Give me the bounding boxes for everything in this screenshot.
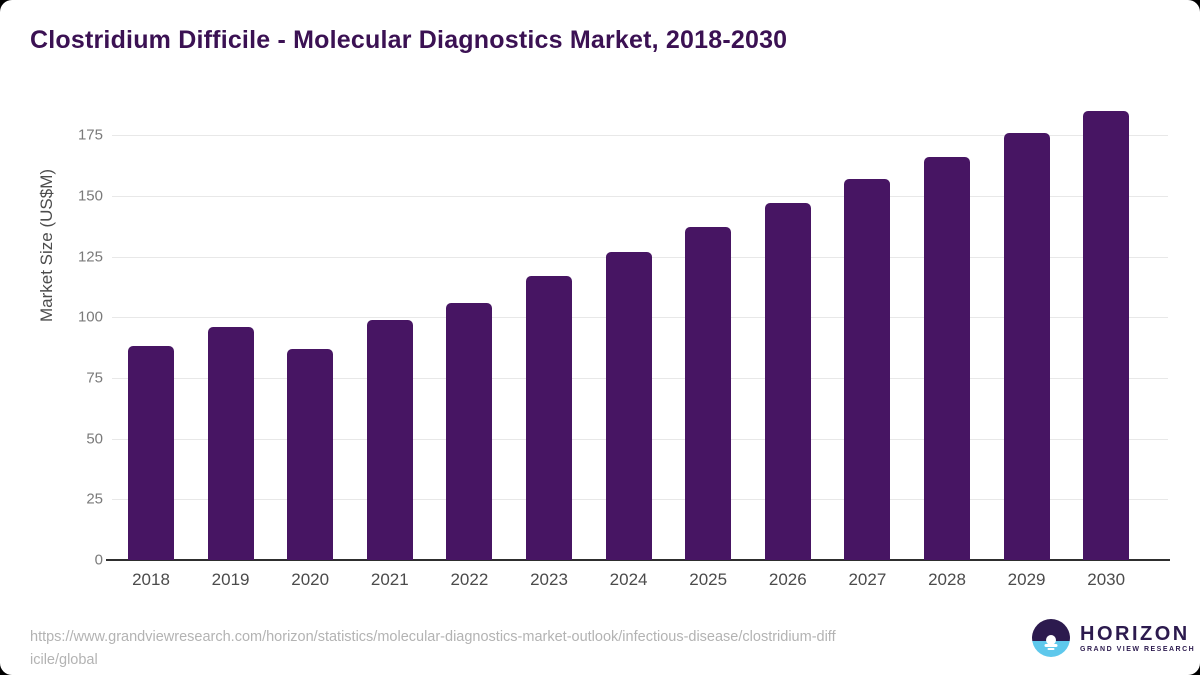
bar-2028: [924, 156, 970, 560]
logo-reflection-line: [1044, 644, 1058, 647]
source-url-line2: icile/global: [30, 652, 98, 668]
y-tick-label-50: 50: [86, 430, 103, 448]
y-tick-label-25: 25: [86, 490, 103, 508]
logo-sky-shape: [1032, 619, 1070, 642]
bar-2022: [446, 302, 493, 560]
y-tick-label-100: 100: [77, 308, 103, 326]
bar-2030: [1083, 110, 1130, 560]
gridline-150: [112, 195, 1168, 197]
x-tick-label-2023: 2023: [530, 570, 568, 589]
x-tick-label-2030: 2030: [1087, 570, 1126, 589]
x-axis-line: [106, 559, 1170, 561]
bar-2020: [287, 348, 334, 560]
bar-2027: [844, 178, 891, 560]
gridline-175: [112, 135, 1168, 137]
bar-2029: [1003, 132, 1050, 560]
horizon-logo: HORIZON GRAND VIEW RESEARCH: [1032, 619, 1195, 657]
x-tick-label-2029: 2029: [1007, 570, 1046, 589]
horizon-logo-icon: [1032, 619, 1070, 657]
x-tick-label-2025: 2025: [689, 570, 728, 589]
source-url: https://www.grandviewresearch.com/horizo…: [30, 626, 836, 672]
x-tick-label-2024: 2024: [609, 570, 648, 589]
x-tick-label-2028: 2028: [928, 570, 966, 589]
x-tick-label-2022: 2022: [450, 570, 489, 589]
y-tick-label-150: 150: [77, 187, 103, 205]
x-tick-label-2020: 2020: [291, 570, 330, 589]
x-tick-label-2019: 2019: [211, 570, 250, 589]
bar-2025: [685, 227, 732, 560]
source-url-line1: https://www.grandviewresearch.com/horizo…: [30, 629, 836, 645]
y-tick-label-0: 0: [94, 551, 103, 569]
bar-2026: [764, 203, 811, 560]
bar-2019: [207, 326, 254, 560]
y-tick-label-75: 75: [86, 369, 103, 387]
x-tick-label-2018: 2018: [132, 570, 170, 589]
y-tick-label-175: 175: [77, 126, 103, 144]
bar-2024: [605, 251, 652, 560]
chart-title: Clostridium Difficile - Molecular Diagno…: [30, 26, 788, 54]
logo-tagline: GRAND VIEW RESEARCH: [1080, 646, 1196, 653]
logo-sun-icon: [1046, 634, 1056, 645]
y-tick-label-125: 125: [77, 248, 103, 265]
logo-brand-name: HORIZON: [1080, 623, 1190, 645]
bar-2023: [526, 275, 572, 560]
horizon-logo-text: HORIZON GRAND VIEW RESEARCH: [1080, 619, 1195, 653]
logo-reflection-line: [1047, 647, 1055, 651]
x-tick-label-2021: 2021: [370, 570, 409, 589]
x-tick-label-2026: 2026: [768, 570, 807, 589]
bar-2018: [128, 346, 174, 560]
bar-2021: [366, 319, 413, 560]
x-tick-label-2027: 2027: [848, 570, 887, 589]
